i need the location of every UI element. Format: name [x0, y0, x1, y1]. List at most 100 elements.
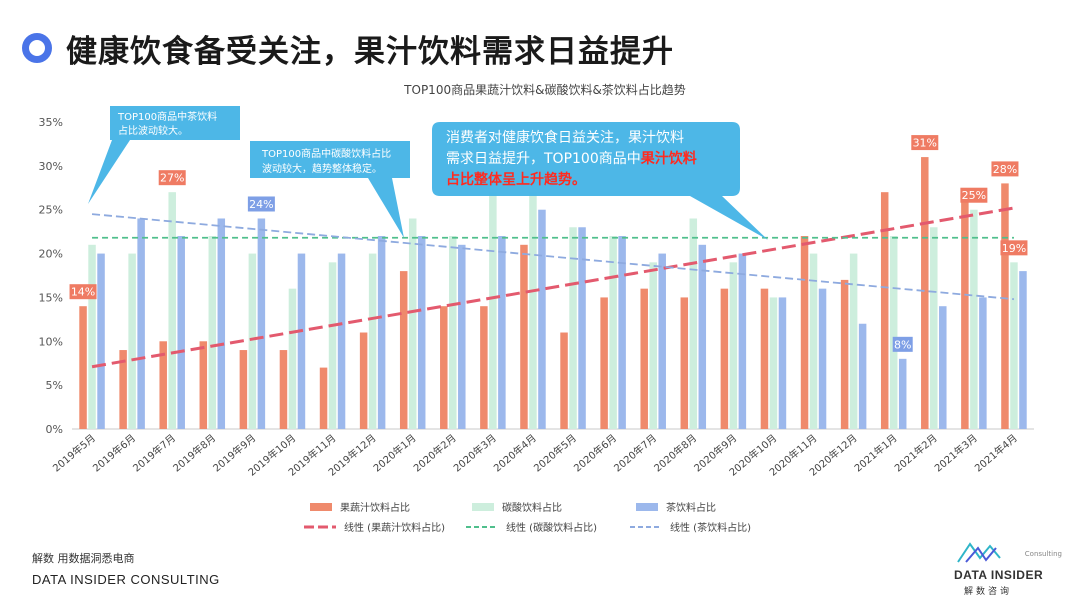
data-label: 24% [249, 198, 273, 211]
x-tick-label: 2020年5月 [531, 431, 579, 474]
x-tick-label: 2021年4月 [972, 431, 1020, 474]
bar-0 [961, 192, 969, 429]
data-label: 28% [993, 163, 1017, 176]
bar-1 [809, 253, 818, 429]
bar-2 [377, 236, 386, 429]
legend-label: 茶饮料占比 [666, 501, 716, 514]
logo-cn-text: 解数咨询 [964, 587, 1013, 597]
x-tick-label: 2021年2月 [892, 431, 940, 474]
legend-label: 碳酸饮料占比 [502, 501, 562, 514]
bar-0 [880, 192, 889, 429]
bar-1 [288, 288, 297, 429]
y-tick-label: 20% [39, 248, 63, 261]
bar-2 [498, 236, 506, 429]
bar-0 [279, 350, 288, 429]
logo-wave-icon [957, 542, 1001, 563]
bar-2 [1019, 271, 1027, 429]
data-label-box [247, 196, 275, 212]
bar-0 [239, 350, 248, 429]
bar-1 [649, 262, 657, 429]
bar-1 [88, 244, 96, 429]
bar-2 [778, 297, 787, 429]
bar-2 [538, 209, 546, 429]
bar-1 [529, 192, 537, 429]
bar-0 [480, 306, 488, 429]
y-tick-label: 25% [39, 204, 63, 217]
bar-2 [898, 358, 907, 429]
legend-label: 线性 (茶饮料占比) [670, 521, 751, 534]
company-logo: Consulting DATA INSIDER 解数咨询 [952, 540, 1062, 600]
bar-0 [159, 341, 167, 429]
bar-1 [408, 218, 417, 429]
footer-tagline: 解数 用数据洞悉电商 [32, 552, 135, 565]
data-label: 25% [962, 189, 986, 202]
bar-1 [769, 297, 778, 429]
bar-1 [128, 253, 136, 429]
logo-main-text: DATA INSIDER [954, 568, 1044, 582]
bar-2 [337, 253, 346, 429]
bar-0 [319, 367, 328, 429]
bar-0 [520, 244, 528, 429]
bar-0 [440, 306, 448, 429]
bar-2 [458, 244, 466, 429]
bar-2 [858, 323, 867, 429]
bar-0 [359, 332, 368, 429]
callout-juice-highlight: 果汁饮料 [640, 150, 697, 167]
bar-0 [840, 279, 849, 429]
bar-0 [640, 288, 648, 429]
x-tick-label: 2021年3月 [932, 431, 980, 474]
data-label-box [892, 336, 913, 352]
callout-juice-highlight: 占比整体呈上升趋势。 [446, 171, 586, 188]
bar-0 [760, 288, 769, 429]
bar-2 [137, 218, 145, 429]
data-label-box [158, 170, 186, 186]
bar-1 [368, 253, 377, 429]
callout-soda-text: TOP100商品中碳酸饮料占比 [261, 147, 391, 160]
bar-2 [97, 253, 105, 429]
data-label-box [991, 161, 1019, 177]
bar-0 [800, 236, 809, 429]
data-label: 31% [913, 137, 937, 150]
data-label: 8% [894, 338, 911, 351]
bar-2 [979, 297, 987, 429]
bar-1 [208, 236, 217, 429]
bar-0 [560, 332, 568, 429]
bar-2 [578, 227, 586, 429]
bar-1 [168, 192, 176, 429]
bar-1 [248, 253, 257, 429]
y-tick-label: 35% [39, 116, 63, 129]
callout-juice-text-part: 需求日益提升，TOP100商品中 [446, 151, 641, 167]
callout-tea-text: TOP100商品中茶饮料 [117, 110, 217, 123]
logo-small-text: Consulting [1024, 550, 1062, 558]
y-tick-label: 30% [39, 160, 63, 173]
circle-ring-icon [22, 33, 52, 63]
bar-2 [738, 253, 747, 429]
y-tick-label: 10% [39, 335, 63, 348]
data-label: 14% [71, 286, 95, 299]
x-tick-label: 2020年7月 [611, 431, 659, 474]
data-label-box [960, 187, 988, 203]
legend-label: 果蔬汁饮料占比 [340, 501, 410, 514]
callout-tea [88, 106, 240, 204]
bar-0 [600, 297, 608, 429]
bar-1 [889, 236, 898, 429]
bar-0 [199, 341, 208, 429]
data-label: 19% [1002, 242, 1026, 255]
y-tick-label: 15% [39, 291, 63, 304]
bar-1 [930, 227, 938, 429]
x-tick-label: 2020年6月 [571, 431, 619, 474]
data-label: 27% [160, 172, 184, 185]
bar-1 [849, 253, 858, 429]
y-tick-label: 0% [46, 423, 63, 436]
bar-2 [417, 236, 426, 429]
data-label-box [1000, 240, 1028, 256]
callout-juice [432, 122, 768, 240]
bar-0 [119, 350, 127, 429]
trendline-0 [91, 206, 1015, 369]
x-tick-label: 2020年2月 [411, 431, 459, 474]
bar-2 [297, 253, 306, 429]
callout-soda [250, 141, 410, 238]
bar-1 [489, 192, 497, 429]
bar-2 [939, 306, 947, 429]
